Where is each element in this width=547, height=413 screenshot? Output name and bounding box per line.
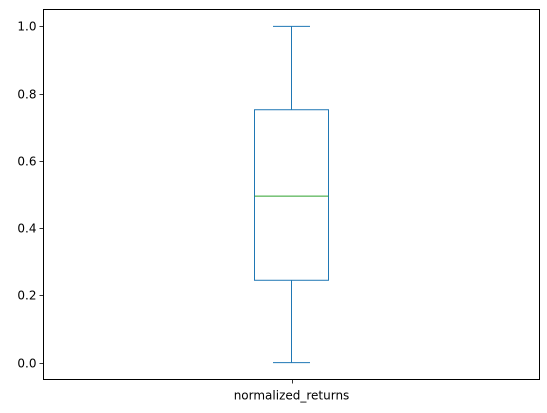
y-tick-label: 0.4	[17, 222, 36, 236]
plot-area	[254, 25, 329, 364]
y-tick-label: 1.0	[17, 20, 36, 34]
axes-ticks: normalized_returns 0.0 0.2 0.4 0.6 0.8 1.0	[17, 20, 349, 403]
y-tick-label: 0.2	[17, 289, 36, 303]
axes-frame	[43, 9, 540, 380]
box-iqr	[254, 109, 329, 281]
y-tick-label: 0.8	[17, 88, 36, 102]
x-tick-label: normalized_returns	[234, 389, 350, 403]
y-tick-label: 0.6	[17, 155, 36, 169]
y-tick-label: 0.0	[17, 357, 36, 371]
